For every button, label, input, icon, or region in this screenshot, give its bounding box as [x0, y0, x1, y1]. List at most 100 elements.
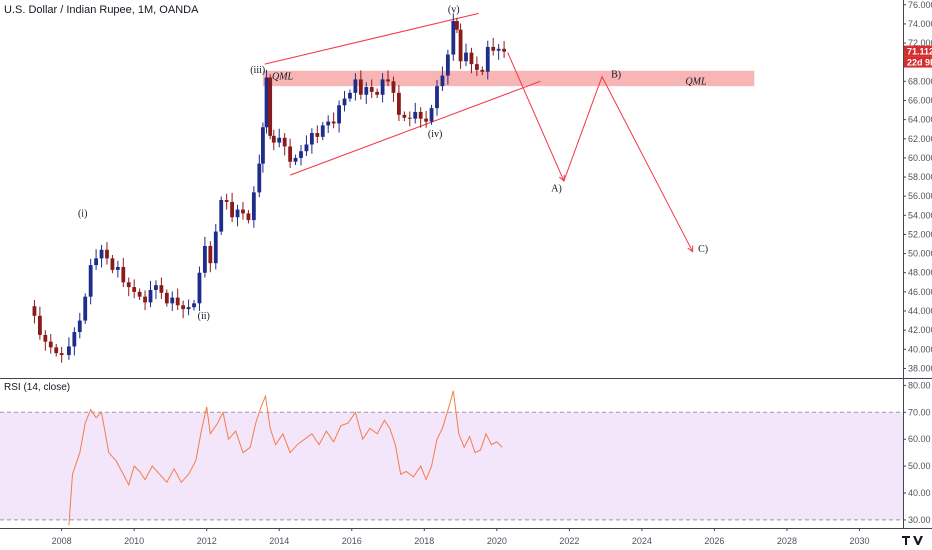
candle-body [402, 114, 407, 118]
price-tick-label: 72.000 [908, 38, 932, 48]
candle-body [369, 87, 374, 92]
candle-body [299, 151, 303, 158]
candle-body [83, 296, 88, 321]
candle-body [293, 157, 298, 162]
last-price-badge [904, 45, 932, 57]
candle-body [304, 144, 309, 152]
candle-body [143, 296, 147, 303]
price-tick-label: 42.000 [908, 325, 932, 335]
candle-body [208, 245, 213, 264]
candle-body [99, 249, 104, 259]
candle-body [219, 200, 224, 232]
price-tick-label: 52.000 [908, 229, 932, 239]
arrow-c-icon [687, 245, 694, 253]
candle-body [224, 200, 229, 202]
candle-body [59, 353, 64, 356]
candle-body [48, 341, 53, 348]
candle-body [440, 75, 445, 87]
candle-body [282, 137, 287, 147]
time-tick-label: 2012 [197, 536, 217, 546]
candle-body [455, 21, 459, 30]
rsi-band [0, 412, 903, 520]
time-tick-label: 2024 [632, 536, 652, 546]
candle-body [202, 245, 207, 273]
candle-body [148, 289, 153, 303]
price-tick-label: 60.000 [908, 153, 932, 163]
price-tick-label: 38.000 [908, 363, 932, 373]
candle-body [407, 117, 412, 119]
candle-body [424, 118, 429, 122]
candle-body [66, 346, 71, 356]
label-qml-left: QML [272, 72, 294, 83]
candle-body [164, 292, 169, 304]
candle-body [277, 137, 282, 143]
candle-body [186, 307, 191, 310]
price-tick-label: 48.000 [908, 268, 932, 278]
candle-body [502, 48, 506, 52]
candle-body [261, 127, 265, 164]
candle-body [213, 231, 218, 264]
rsi-tick-label: 80.00 [908, 380, 931, 390]
candle-body [110, 258, 115, 270]
candle-body [72, 332, 77, 347]
price-pane: (i) (ii) (iii) (iv) (v) A) B) C) QML QML [32, 5, 755, 363]
rsi-title: RSI (14, close) [4, 382, 71, 393]
candle-body [132, 287, 137, 292]
tradingview-logo [902, 536, 923, 545]
candle-body [435, 86, 439, 109]
candle-body [397, 92, 401, 115]
time-tick-label: 2018 [414, 536, 434, 546]
candle-body [348, 92, 352, 99]
arrow-a-icon [558, 174, 565, 182]
label-wave-ii: (ii) [198, 311, 210, 322]
time-tick-label: 2020 [487, 536, 507, 546]
candle-body [197, 272, 202, 304]
candle-body [230, 201, 235, 218]
countdown-badge [904, 56, 932, 68]
price-tick-label: 76.000 [908, 0, 932, 10]
candle-body [386, 79, 390, 82]
price-tick-label: 56.000 [908, 191, 932, 201]
price-tick-label: 62.000 [908, 134, 932, 144]
candle-body [175, 297, 180, 306]
candle-body [137, 291, 142, 297]
qml-zone [262, 70, 755, 87]
channel-upper-line [264, 12, 479, 65]
candle-body [94, 258, 99, 266]
time-tick-label: 2014 [269, 536, 289, 546]
candle-body [241, 209, 245, 214]
rsi-pane [0, 390, 903, 526]
candle-body [342, 98, 347, 106]
time-tick-label: 2010 [124, 536, 144, 546]
label-wave-i: (i) [78, 208, 87, 219]
price-tick-label: 50.000 [908, 249, 932, 259]
candle-body [192, 303, 196, 308]
price-tick-label: 74.000 [908, 19, 932, 29]
candle-body [43, 334, 48, 342]
candle-body [380, 79, 385, 95]
time-tick-label: 2008 [52, 536, 72, 546]
chart-title: U.S. Dollar / Indian Rupee, 1M, OANDA [4, 4, 199, 16]
candle-body [126, 282, 131, 288]
label-wave-v: (v) [448, 5, 460, 16]
last-price-label: 71.112 [907, 47, 932, 57]
price-tick-label: 66.000 [908, 95, 932, 105]
candle-body [77, 320, 82, 333]
candle-body [251, 192, 256, 221]
candle-body [358, 79, 363, 95]
candle-body [445, 54, 450, 76]
label-wave-b: B) [611, 70, 621, 81]
candle-body [451, 21, 456, 55]
label-wave-iv: (iv) [428, 129, 442, 140]
candle-body [246, 213, 251, 221]
candle-body [257, 163, 262, 193]
candle-body [364, 87, 369, 95]
rsi-tick-label: 30.00 [908, 515, 931, 525]
price-tick-label: 68.000 [908, 76, 932, 86]
candle-body [429, 108, 434, 122]
rsi-tick-label: 40.00 [908, 488, 931, 498]
time-tick-label: 2030 [849, 536, 869, 546]
price-tick-label: 40.000 [908, 344, 932, 354]
candle-body [159, 285, 164, 293]
candle-body [181, 305, 186, 310]
